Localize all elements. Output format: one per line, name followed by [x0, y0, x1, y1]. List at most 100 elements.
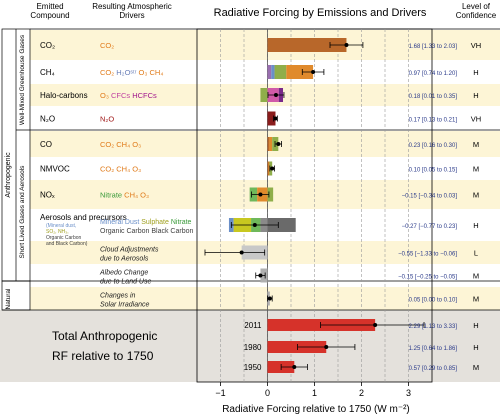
row-background: [30, 106, 500, 131]
totals-title-2: RF relative to 1750: [52, 349, 154, 363]
chart-title: Radiative Forcing by Emissions and Drive…: [214, 7, 427, 19]
confidence-label: H: [473, 68, 478, 77]
driver-label-run: CFCs: [109, 91, 130, 100]
compound-sublabel: SO₂, NH₃,: [46, 229, 69, 235]
header-emitted-2: Compound: [30, 11, 69, 20]
header-drivers-1: Resulting Atmospheric: [92, 2, 172, 11]
bar-segment: [286, 65, 314, 79]
driver-label: Albedo Change: [99, 270, 148, 277]
header-drivers-2: Drivers: [119, 11, 144, 20]
driver-label-run: Changes in: [100, 293, 136, 300]
value-label: 1.68 [1.33 to 2.03]: [409, 44, 458, 50]
driver-label-run: CH₄: [114, 165, 130, 174]
compound-label: CO₂: [40, 41, 55, 50]
row-background: [30, 30, 500, 60]
value-label: 0.17 [0.13 to 0.21]: [409, 118, 458, 124]
driver-label: Solar Irradiance: [100, 302, 150, 309]
compound-label: CO: [40, 140, 52, 149]
value-label: 0.10 [0.05 to 0.15]: [409, 168, 458, 174]
total-confidence-label: H: [473, 343, 478, 352]
row-background: [30, 60, 500, 84]
driver-label-run: CO₂: [100, 165, 114, 174]
confidence-label: M: [473, 295, 479, 304]
driver-label-run: HCFCs: [130, 91, 157, 100]
driver-label: CO₂ CH₄ O₃: [100, 140, 141, 149]
bar-segment: [260, 88, 268, 102]
driver-label-run: N₂O: [100, 115, 114, 124]
driver-label-run: due to Land Use: [100, 279, 151, 286]
driver-label: O₃ CFCs HCFCs: [100, 91, 157, 100]
bar-segment: [267, 218, 296, 232]
driver-label-run: O₃: [130, 165, 141, 174]
x-tick-label: 0: [265, 388, 270, 398]
value-marker: [273, 93, 278, 97]
value-marker: [270, 166, 275, 171]
value-label: −0.15 [−0.34 to 0.03]: [402, 194, 458, 200]
driver-label: Changes in: [100, 293, 136, 300]
x-tick-label: −1: [215, 388, 225, 398]
driver-label-run: CO₂: [100, 41, 114, 50]
driver-label-run: Nitrate: [100, 191, 122, 200]
group-label-slgas: Short Lived Gases and Aerosols: [19, 165, 26, 259]
group-label-wmghg: Well-Mixed Greenhouse Gases: [19, 34, 26, 125]
value-marker: [311, 70, 316, 74]
compound-label: NMVOC: [40, 165, 70, 174]
bar-segment: [267, 65, 272, 79]
group-label-natural: Natural: [5, 288, 12, 310]
header-confidence-2: Confidence: [456, 11, 497, 20]
row-background: [30, 157, 500, 180]
compound-label: Aerosols and precursors: [40, 213, 127, 222]
total-value-marker: [373, 323, 378, 327]
total-value-label: 0.57 [0.29 to 0.85]: [409, 366, 458, 372]
value-label: 0.97 [0.74 to 1.20]: [409, 71, 458, 77]
compound-label: N₂O: [40, 115, 55, 124]
total-value-marker: [324, 345, 329, 349]
driver-label-run: Mineral Dust: [100, 219, 139, 226]
value-marker: [252, 223, 257, 227]
driver-label: CO₂ CH₄ O₃: [100, 165, 141, 174]
driver-label-run: Albedo Change: [99, 270, 148, 277]
bar-segment: [274, 65, 287, 79]
bar-segment: [267, 111, 276, 126]
driver-label-run: CH₄: [114, 140, 130, 149]
driver-label-run: O₃: [136, 68, 147, 77]
value-marker: [344, 43, 349, 47]
driver-label-run: Organic Carbon: [100, 228, 150, 235]
driver-label: CO₂: [100, 41, 114, 50]
total-confidence-label: H: [473, 321, 478, 330]
totals-title-1: Total Anthropogenic: [52, 329, 157, 343]
total-value-label: 2.29 [1.13 to 3.33]: [409, 324, 458, 330]
value-label: −0.55 [−1.33 to −0.06]: [398, 252, 457, 258]
confidence-label: M: [473, 191, 479, 200]
driver-label: Cloud Adjustments: [100, 247, 159, 254]
header-confidence-1: Level of: [462, 2, 491, 11]
value-label: 0.18 [0.01 to 0.35]: [409, 94, 458, 100]
driver-label-run: CH₄: [147, 68, 163, 77]
bar-segment: [267, 187, 274, 202]
x-axis-label: Radiative Forcing relative to 1750 (W m⁻…: [222, 404, 410, 415]
driver-label-run: Cloud Adjustments: [100, 247, 159, 254]
driver-label: due to Land Use: [100, 279, 151, 286]
value-marker: [239, 250, 244, 255]
total-year-label: 1950: [244, 363, 262, 372]
bar-segment: [267, 137, 270, 151]
confidence-label: M: [473, 272, 479, 281]
driver-label-run: H₂Oˢᵗʳ: [114, 68, 136, 77]
total-confidence-label: M: [473, 363, 479, 372]
driver-label-run: due to Aerosols: [100, 256, 149, 263]
driver-label: due to Aerosols: [100, 256, 149, 263]
driver-label: CO₂ H₂Oˢᵗʳ O₃ CH₄: [100, 68, 163, 77]
totals-panel: [0, 310, 500, 382]
confidence-label: VH: [471, 115, 481, 124]
bar-segment: [271, 65, 275, 79]
driver-label-run: Sulphate: [139, 219, 169, 226]
bar-segment: [267, 38, 347, 52]
value-marker: [276, 142, 281, 146]
group-label-anthropogenic: Anthropogenic: [5, 152, 12, 198]
driver-label: Mineral Dust Sulphate Nitrate: [100, 219, 192, 226]
total-year-label: 1980: [244, 343, 262, 352]
confidence-label: H: [473, 91, 478, 100]
confidence-label: L: [474, 249, 478, 258]
driver-label-run: CH₄: [122, 191, 138, 200]
